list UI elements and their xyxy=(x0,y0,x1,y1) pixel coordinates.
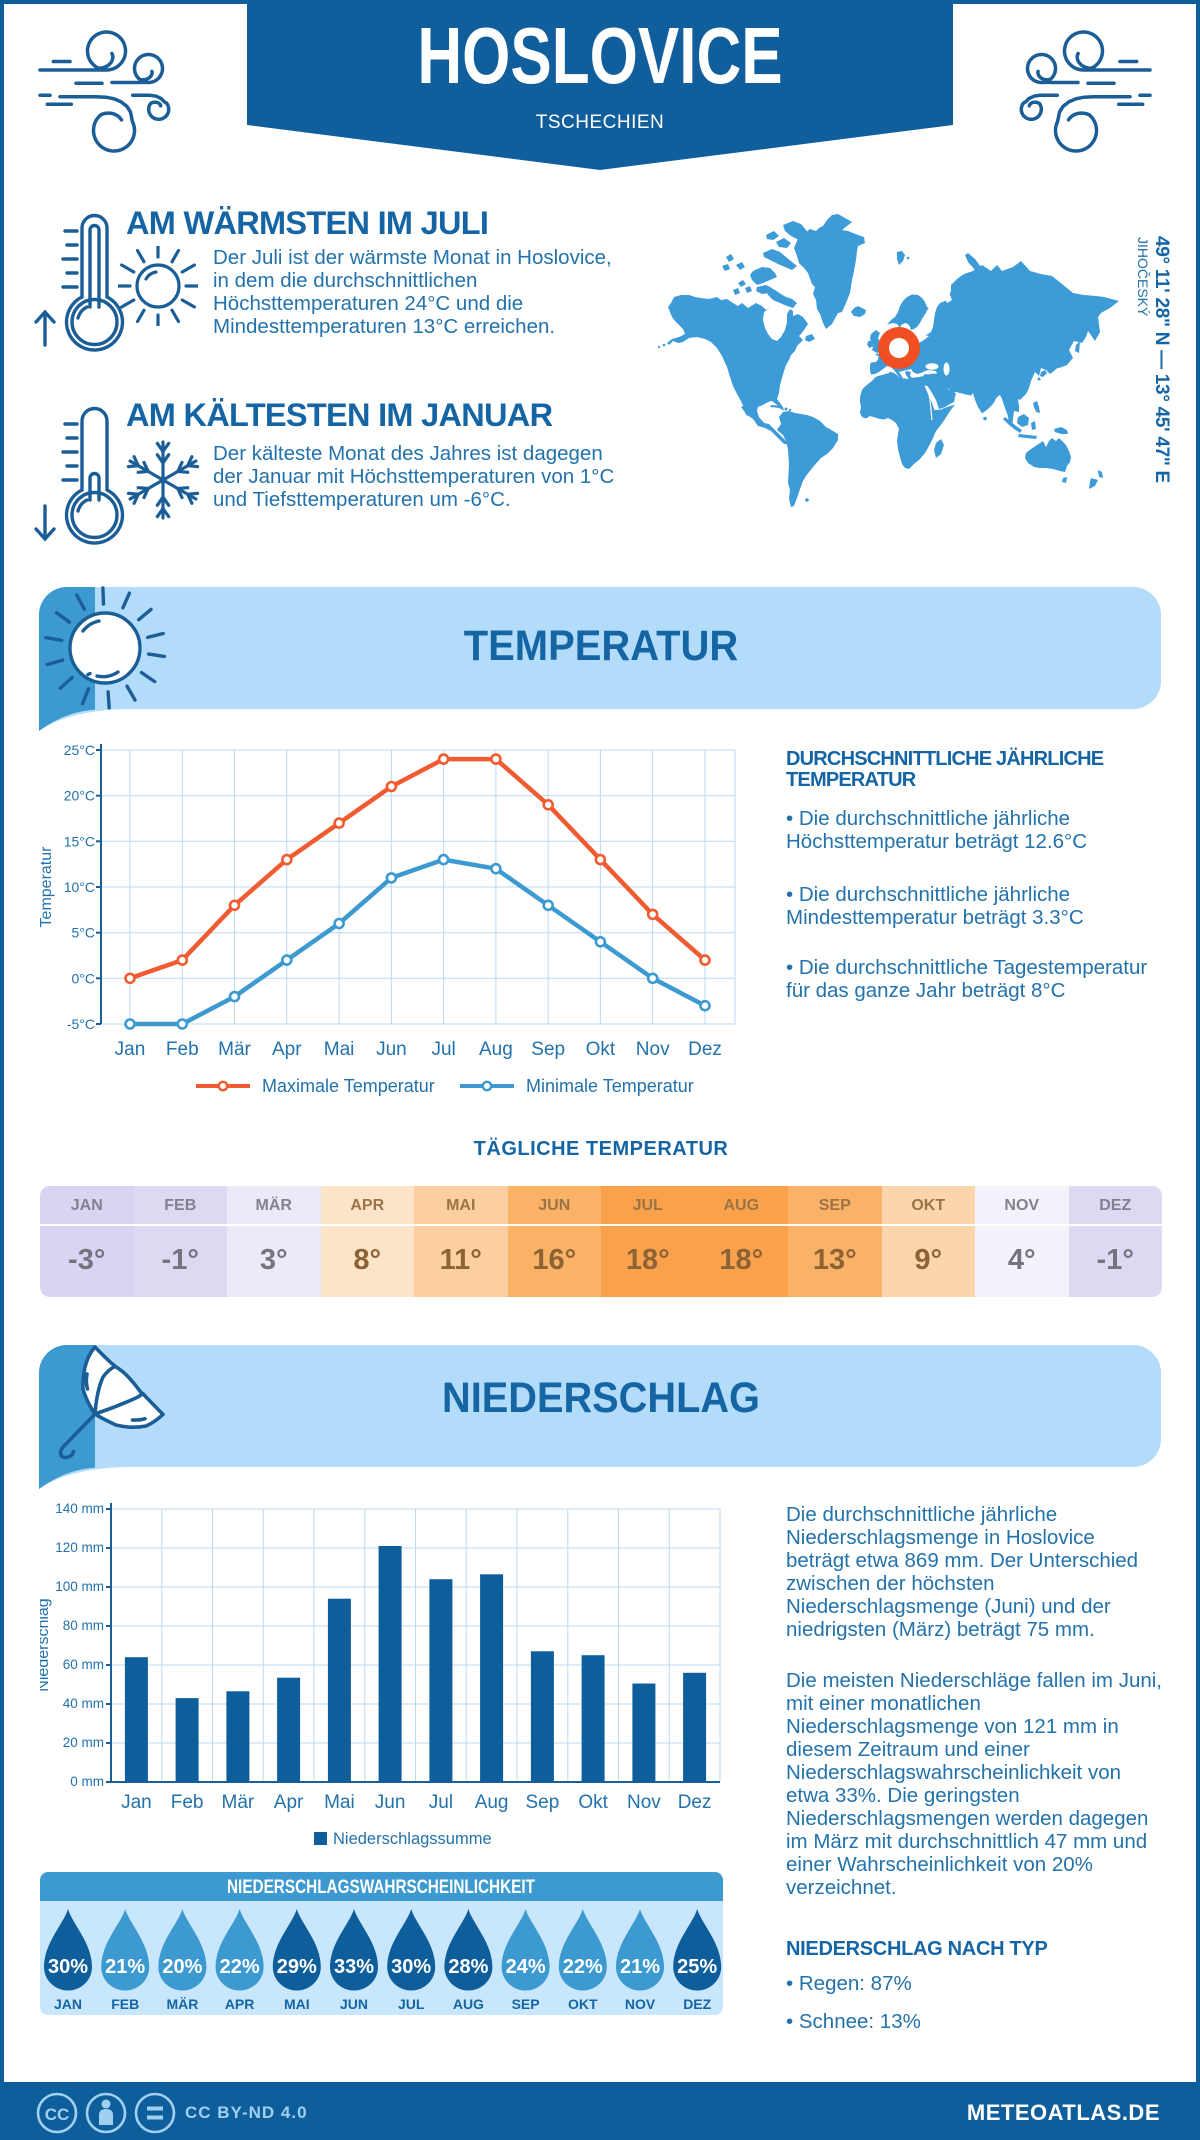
svg-text:Sep: Sep xyxy=(525,1792,559,1813)
svg-text:10°C: 10°C xyxy=(64,879,95,895)
svg-text:Maximale Temperatur: Maximale Temperatur xyxy=(262,1076,435,1096)
svg-text:Aug: Aug xyxy=(475,1792,509,1813)
svg-text:24%: 24% xyxy=(506,1956,546,1978)
svg-text:120 mm: 120 mm xyxy=(55,1540,104,1555)
svg-text:APR: APR xyxy=(225,1996,255,2012)
svg-text:20%: 20% xyxy=(162,1956,202,1978)
svg-text:AUG: AUG xyxy=(453,1996,484,2012)
svg-text:Mai: Mai xyxy=(324,1039,355,1060)
svg-text:Okt: Okt xyxy=(586,1039,616,1060)
svg-text:JAN: JAN xyxy=(54,1996,82,2012)
svg-text:Feb: Feb xyxy=(166,1039,199,1060)
svg-text:100 mm: 100 mm xyxy=(55,1579,104,1594)
svg-text:JUL: JUL xyxy=(398,1996,425,2012)
svg-text:20 mm: 20 mm xyxy=(63,1735,104,1750)
svg-text:JUN: JUN xyxy=(340,1996,368,2012)
svg-text:28%: 28% xyxy=(448,1956,488,1978)
svg-text:Jul: Jul xyxy=(429,1792,453,1813)
svg-text:MÄR: MÄR xyxy=(166,1996,198,2012)
svg-text:33%: 33% xyxy=(334,1956,374,1978)
svg-text:20°C: 20°C xyxy=(64,788,95,804)
svg-text:0°C: 0°C xyxy=(72,970,96,986)
svg-text:Nov: Nov xyxy=(627,1792,661,1813)
svg-text:29%: 29% xyxy=(277,1956,317,1978)
svg-text:25%: 25% xyxy=(677,1956,717,1978)
svg-text:40 mm: 40 mm xyxy=(63,1696,104,1711)
svg-text:Mär: Mär xyxy=(218,1039,251,1060)
svg-text:Nov: Nov xyxy=(636,1039,670,1060)
svg-text:15°C: 15°C xyxy=(64,833,95,849)
svg-text:22%: 22% xyxy=(220,1956,260,1978)
svg-text:FEB: FEB xyxy=(111,1996,139,2012)
svg-text:21%: 21% xyxy=(620,1956,660,1978)
svg-text:25°C: 25°C xyxy=(64,742,95,758)
svg-text:Jan: Jan xyxy=(115,1039,146,1060)
svg-text:140 mm: 140 mm xyxy=(55,1501,104,1516)
svg-text:Jun: Jun xyxy=(375,1792,406,1813)
svg-text:Feb: Feb xyxy=(171,1792,204,1813)
svg-text:Jan: Jan xyxy=(121,1792,152,1813)
svg-text:80 mm: 80 mm xyxy=(63,1618,104,1633)
svg-text:Okt: Okt xyxy=(578,1792,608,1813)
svg-text:Niederschlag: Niederschlag xyxy=(40,1598,52,1691)
svg-text:SEP: SEP xyxy=(512,1996,540,2012)
svg-text:30%: 30% xyxy=(391,1956,431,1978)
svg-text:OKT: OKT xyxy=(568,1996,598,2012)
svg-text:Temperatur: Temperatur xyxy=(40,846,55,928)
svg-text:Apr: Apr xyxy=(272,1039,302,1060)
svg-text:Aug: Aug xyxy=(479,1039,513,1060)
svg-text:NOV: NOV xyxy=(625,1996,656,2012)
svg-text:Mai: Mai xyxy=(324,1792,355,1813)
svg-text:MAI: MAI xyxy=(284,1996,310,2012)
svg-text:-5°C: -5°C xyxy=(67,1016,95,1032)
svg-text:Sep: Sep xyxy=(531,1039,565,1060)
svg-text:Jun: Jun xyxy=(376,1039,407,1060)
svg-text:60 mm: 60 mm xyxy=(63,1657,104,1672)
svg-text:30%: 30% xyxy=(48,1956,88,1978)
svg-text:Dez: Dez xyxy=(678,1792,712,1813)
svg-text:NIEDERSCHLAGSWAHRSCHEINLICHKEI: NIEDERSCHLAGSWAHRSCHEINLICHKEIT xyxy=(227,1876,535,1898)
svg-text:0 mm: 0 mm xyxy=(70,1774,104,1789)
svg-text:5°C: 5°C xyxy=(72,925,96,941)
svg-text:Dez: Dez xyxy=(688,1039,722,1060)
svg-text:Jul: Jul xyxy=(431,1039,455,1060)
svg-text:CC: CC xyxy=(45,2105,70,2124)
svg-text:21%: 21% xyxy=(105,1956,145,1978)
svg-text:DEZ: DEZ xyxy=(683,1996,711,2012)
svg-text:22%: 22% xyxy=(563,1956,603,1978)
svg-text:Apr: Apr xyxy=(274,1792,304,1813)
svg-text:Minimale Temperatur: Minimale Temperatur xyxy=(526,1076,694,1096)
svg-text:Mär: Mär xyxy=(222,1792,255,1813)
